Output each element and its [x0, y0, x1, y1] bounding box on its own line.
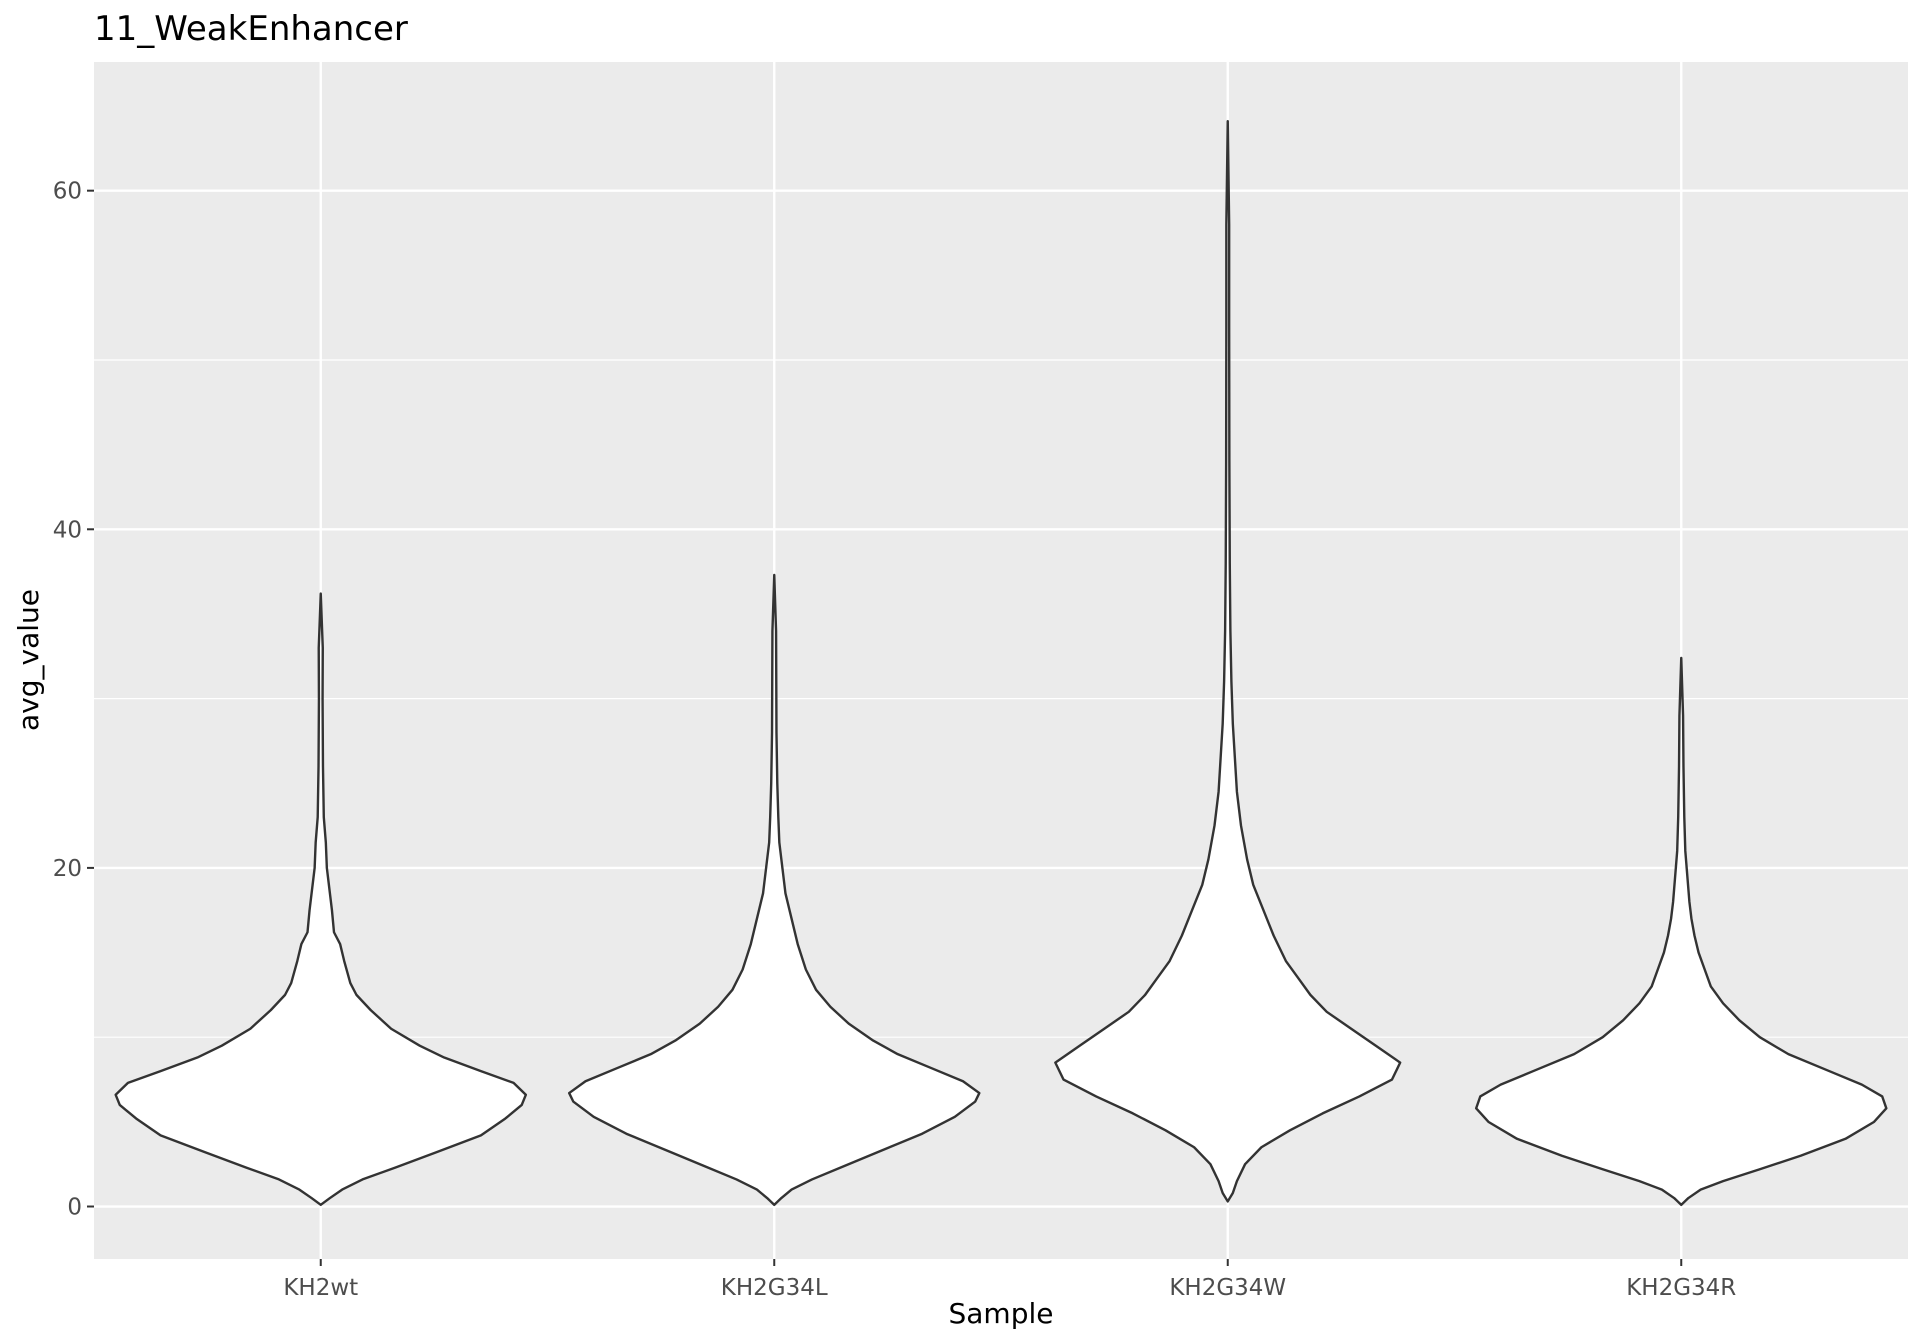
y-tick-label: 40	[53, 517, 82, 543]
violin-KH2G34R	[1474, 656, 1888, 1207]
violin-KH2G34L	[567, 573, 981, 1207]
y-tick-label: 20	[53, 856, 82, 882]
y-tick-label: 0	[67, 1195, 82, 1221]
x-axis-title: Sample	[949, 1297, 1054, 1330]
chart-title: 11_WeakEnhancer	[94, 9, 408, 49]
y-tick-label: 60	[53, 179, 82, 205]
x-tick-label: KH2G34L	[721, 1275, 828, 1301]
violins	[114, 120, 1888, 1207]
x-axis: KH2wt KH2G34L KH2G34W KH2G34R	[283, 1259, 1736, 1301]
y-axis: 0 20 40 60	[53, 179, 94, 1221]
x-tick-label: KH2G34W	[1169, 1275, 1286, 1301]
x-tick-label: KH2G34R	[1626, 1275, 1736, 1301]
violin-KH2G34W	[1054, 120, 1402, 1203]
x-tick-label: KH2wt	[283, 1275, 358, 1301]
violin-KH2wt	[114, 592, 528, 1207]
y-axis-title: avg_value	[12, 589, 45, 731]
